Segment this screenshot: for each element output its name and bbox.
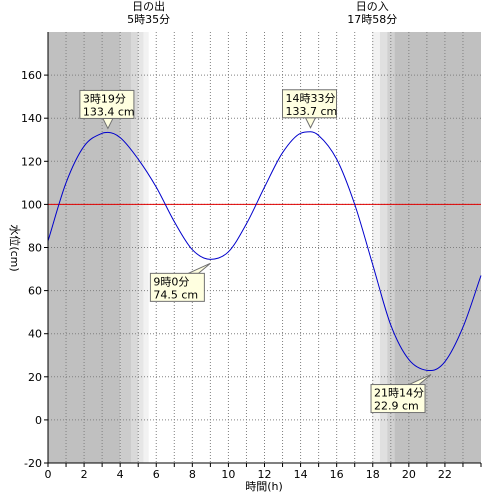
callout-box [370, 384, 426, 414]
callout-value: 133.4 cm [83, 105, 135, 118]
y-tick-label: 40 [28, 328, 42, 341]
x-tick-label: 6 [153, 468, 160, 481]
twilight-band-3 [143, 32, 149, 463]
y-tick-label: 0 [35, 414, 42, 427]
twilight-band-4 [372, 32, 380, 463]
sunrise-label: 日の出 [132, 0, 165, 13]
callout-box [79, 89, 135, 119]
callout-pointer [304, 117, 317, 129]
x-tick-label: 0 [45, 468, 52, 481]
x-tick-label: 22 [438, 468, 452, 481]
y-axis-title: 水位(cm) [8, 224, 22, 271]
twilight-band-5 [379, 32, 388, 463]
x-tick-label: 4 [117, 468, 124, 481]
y-tick-label: 20 [28, 371, 42, 384]
x-tick-label: 20 [402, 468, 416, 481]
x-tick-label: 8 [189, 468, 196, 481]
callout-time: 3時19分 [83, 92, 126, 105]
callout-time: 21時14分 [374, 387, 424, 400]
x-axis-title: 時間(h) [245, 480, 283, 493]
sunset-label: 日の入 [356, 0, 389, 13]
callout-value: 133.7 cm [286, 105, 338, 118]
callout-box [149, 272, 205, 302]
callout-box [282, 89, 338, 119]
plot-frame [44, 32, 482, 467]
x-tick-label: 2 [81, 468, 88, 481]
x-tick-label: 10 [221, 468, 235, 481]
x-tick-label: 16 [330, 468, 344, 481]
x-tick-label: 14 [294, 468, 308, 481]
callout-pointer [188, 262, 211, 274]
x-tick-label: 12 [258, 468, 272, 481]
twilight-band-2 [138, 32, 144, 463]
sunset-time: 17時58分 [347, 13, 397, 26]
y-tick-label: 140 [21, 112, 42, 125]
y-tick-label: 60 [28, 285, 42, 298]
twilight-band-1 [130, 32, 139, 463]
y-tick-label: 100 [21, 198, 42, 211]
callout-value: 74.5 cm [153, 288, 198, 301]
tick-labels: 0 2 4 6 8 10 12 14 16 18 20 22-20020406080100120140… [21, 69, 452, 481]
y-tick-label: 160 [21, 69, 42, 82]
tide-curve [47, 131, 482, 372]
x-tick-label: 18 [366, 468, 380, 481]
callout-value: 22.9 cm [374, 400, 419, 413]
y-tick-label: 120 [21, 155, 42, 168]
y-tick-label: 80 [28, 242, 42, 255]
callout-time: 14時33分 [286, 92, 336, 105]
callout-time: 9時0分 [153, 275, 189, 288]
sunrise-time: 5時35分 [127, 13, 170, 26]
twilight-band-0 [120, 32, 131, 463]
y-tick-label: -20 [24, 457, 42, 470]
series-layer [47, 131, 482, 372]
